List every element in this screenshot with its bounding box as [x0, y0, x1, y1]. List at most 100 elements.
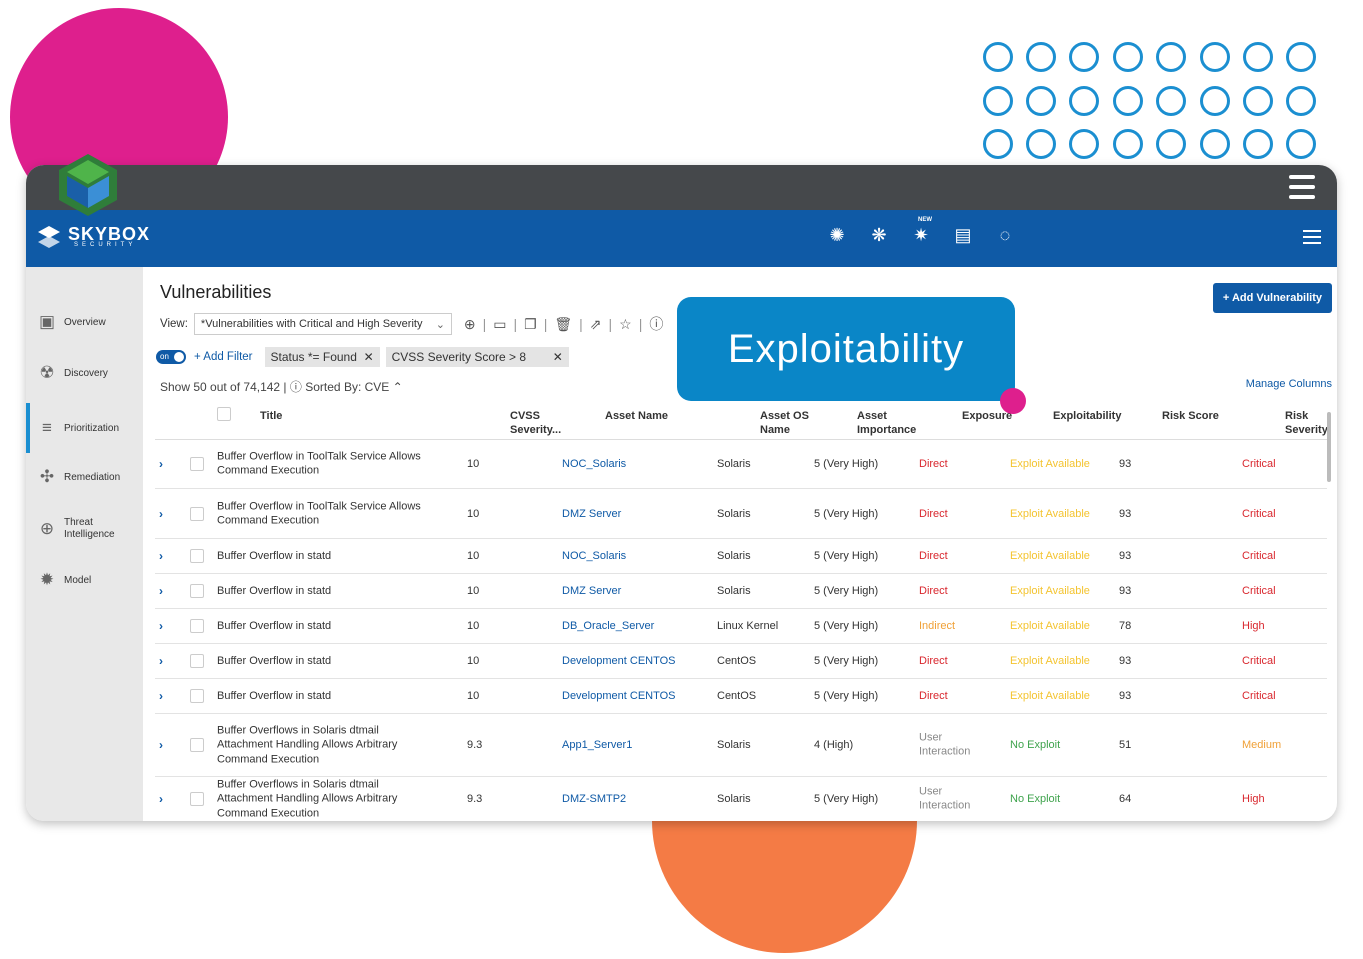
- column-header-title[interactable]: Title: [260, 410, 283, 422]
- manage-columns-link[interactable]: Manage Columns: [1245, 378, 1332, 390]
- skybox-badge-logo: [59, 154, 117, 216]
- row-checkbox[interactable]: [190, 653, 204, 668]
- column-header-cvss[interactable]: CVSS Severity...: [510, 410, 562, 436]
- column-header-exploitability[interactable]: Exploitability: [1053, 410, 1122, 422]
- close-icon[interactable]: ✕: [552, 350, 563, 364]
- sidebar-item-threat-intelligence[interactable]: ⊕ Threat Intelligence: [26, 507, 143, 551]
- column-header-asset-name[interactable]: Asset Name: [605, 410, 668, 422]
- cell-risk-severity: Critical: [1242, 549, 1276, 562]
- expand-chevron-icon[interactable]: ›: [159, 737, 163, 752]
- cell-asset-name[interactable]: NOC_Solaris: [562, 549, 627, 562]
- cell-asset-name[interactable]: DMZ Server: [562, 584, 622, 597]
- cell-risk-score: 93: [1119, 549, 1132, 562]
- cell-asset-name[interactable]: Development CENTOS: [562, 654, 676, 667]
- brand-logo[interactable]: SKYBOX SECURITY: [36, 224, 150, 250]
- add-filter-link[interactable]: + Add Filter: [194, 351, 253, 363]
- sidebar-item-label: Discovery: [64, 367, 108, 379]
- row-checkbox[interactable]: [190, 618, 204, 633]
- cell-asset-name[interactable]: NOC_Solaris: [562, 457, 627, 470]
- column-header-risk-severity[interactable]: Risk Severity: [1285, 410, 1328, 436]
- cell-exposure: Direct: [919, 654, 948, 667]
- column-header-exposure[interactable]: Exposure: [962, 410, 1013, 422]
- table-row[interactable]: › Buffer Overflow in ToolTalk Service All…: [155, 439, 1327, 489]
- new-feature-icon[interactable]: ✷ NEW: [910, 217, 932, 246]
- cell-exposure: User Interaction: [919, 785, 971, 812]
- expand-chevron-icon[interactable]: ›: [159, 791, 163, 806]
- expand-chevron-icon[interactable]: ›: [159, 618, 163, 633]
- column-header-asset-importance[interactable]: Asset Importance: [857, 410, 917, 436]
- topology-icon[interactable]: ❋: [871, 225, 887, 245]
- cell-title: Buffer Overflow in ToolTalk Service Allo…: [217, 500, 421, 527]
- close-icon[interactable]: ✕: [363, 350, 374, 364]
- sidebar-item-discovery[interactable]: ☢ Discovery: [26, 351, 143, 395]
- add-view-icon[interactable]: ⊕: [463, 315, 476, 332]
- cell-risk-severity: Critical: [1242, 584, 1276, 597]
- select-all-checkbox[interactable]: [217, 407, 231, 421]
- row-checkbox[interactable]: [190, 737, 204, 752]
- decorative-ring: [1286, 42, 1316, 72]
- cell-risk-score: 93: [1119, 507, 1132, 520]
- sidebar-item-overview[interactable]: ▣ Overview: [26, 300, 143, 344]
- sorted-by-value[interactable]: CVE: [364, 380, 390, 394]
- nav-menu-icon[interactable]: [1303, 230, 1321, 244]
- expand-chevron-icon[interactable]: ›: [159, 653, 163, 668]
- cell-risk-severity: Critical: [1242, 507, 1276, 520]
- cell-asset-name[interactable]: Development CENTOS: [562, 689, 676, 702]
- favorite-star-icon[interactable]: ☆: [619, 315, 632, 332]
- expand-chevron-icon[interactable]: ›: [159, 506, 163, 521]
- expand-chevron-icon[interactable]: ›: [159, 583, 163, 598]
- table-row[interactable]: › Buffer Overflows in Solaris dtmail Atta…: [155, 713, 1327, 777]
- chat-icon[interactable]: ◌: [999, 225, 1011, 245]
- export-icon[interactable]: ⇗: [589, 315, 602, 332]
- column-header-asset-os[interactable]: Asset OS Name: [760, 410, 809, 436]
- table-row[interactable]: › Buffer Overflow in statd 10 DMZ Server Sol…: [155, 573, 1327, 609]
- table-row[interactable]: › Buffer Overflow in statd 10 NOC_Solaris So…: [155, 538, 1327, 574]
- save-icon[interactable]: ▭: [493, 315, 507, 332]
- table-row[interactable]: › Buffer Overflow in ToolTalk Service All…: [155, 489, 1327, 539]
- expand-chevron-icon[interactable]: ›: [159, 688, 163, 703]
- cell-asset-name[interactable]: DB_Oracle_Server: [562, 619, 655, 632]
- row-checkbox[interactable]: [190, 456, 204, 471]
- cell-asset-name[interactable]: DMZ Server: [562, 507, 622, 520]
- sidebar-item-prioritization[interactable]: ≡ Prioritization: [26, 403, 147, 453]
- row-checkbox[interactable]: [190, 791, 204, 806]
- sidebar-item-remediation[interactable]: ✣ Remediation: [26, 455, 143, 499]
- table-row[interactable]: › Buffer Overflow in statd 10 Development C…: [155, 678, 1327, 714]
- cell-asset-importance: 4 (High): [814, 738, 854, 751]
- cell-title: Buffer Overflow in statd: [217, 584, 332, 597]
- decorative-ring: [983, 129, 1013, 159]
- cell-asset-name[interactable]: DMZ-SMTP2: [562, 792, 627, 805]
- cell-title: Buffer Overflow in statd: [217, 549, 332, 562]
- table-row[interactable]: › Buffer Overflow in statd 10 Development C…: [155, 643, 1327, 679]
- sidebar-item-label: Overview: [64, 316, 106, 328]
- column-header-risk-score[interactable]: Risk Score: [1162, 410, 1219, 422]
- expand-chevron-icon[interactable]: ›: [159, 548, 163, 563]
- filter-chip-cvss[interactable]: CVSS Severity Score > 8 ✕: [385, 347, 569, 367]
- network-icon[interactable]: ✺: [829, 225, 845, 245]
- row-checkbox[interactable]: [190, 548, 204, 563]
- cell-exposure: Direct: [919, 457, 948, 470]
- expand-chevron-icon[interactable]: ›: [159, 456, 163, 471]
- cell-asset-name[interactable]: App1_Server1: [562, 738, 633, 751]
- table-row[interactable]: › Buffer Overflows in Solaris dtmail Atta…: [155, 776, 1327, 821]
- prioritization-icon: ≡: [42, 418, 52, 437]
- help-icon[interactable]: ⓘ: [649, 316, 664, 332]
- add-vulnerability-button[interactable]: + Add Vulnerability: [1212, 283, 1332, 313]
- sidebar-item-label: Threat Intelligence: [64, 517, 115, 540]
- brand-name: SKYBOX: [68, 224, 151, 244]
- sidebar-item-model[interactable]: ✹ Model: [26, 558, 143, 602]
- filter-toggle[interactable]: on: [156, 350, 186, 364]
- table-scrollbar[interactable]: [1327, 412, 1331, 482]
- filter-chip-status[interactable]: Status *= Found ✕: [264, 347, 380, 367]
- row-checkbox[interactable]: [190, 506, 204, 521]
- menu-icon[interactable]: [1289, 175, 1315, 199]
- cell-asset-importance: 5 (Very High): [814, 549, 879, 562]
- table-row[interactable]: › Buffer Overflow in statd 10 DB_Oracle_Ser…: [155, 608, 1327, 644]
- delete-icon[interactable]: 🗑: [554, 315, 573, 332]
- view-select[interactable]: *Vulnerabilities with Critical and High …: [193, 313, 452, 335]
- row-checkbox[interactable]: [190, 583, 204, 598]
- clipboard-icon[interactable]: ▤: [954, 225, 972, 245]
- row-checkbox[interactable]: [190, 688, 204, 703]
- copy-icon[interactable]: ❐: [524, 315, 537, 332]
- threat-intel-icon: ⊕: [39, 519, 55, 538]
